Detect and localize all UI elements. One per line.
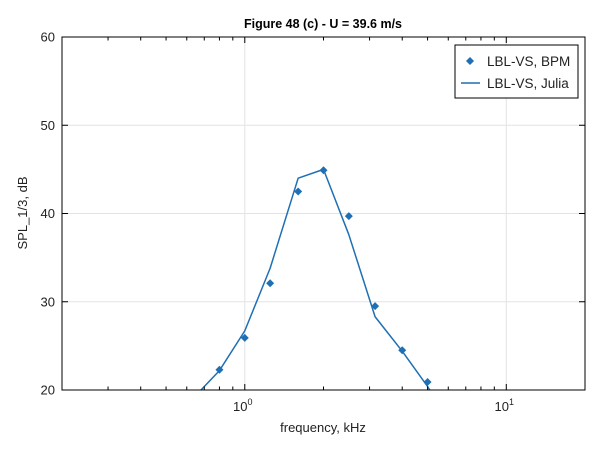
chart-title: Figure 48 (c) - U = 39.6 m/s bbox=[244, 17, 402, 31]
x-tick-label: 100 bbox=[233, 397, 252, 414]
y-tick-label: 30 bbox=[41, 294, 55, 309]
y-axis-label: SPL_1/3, dB bbox=[15, 177, 30, 250]
y-tick-label: 60 bbox=[41, 30, 55, 45]
legend-marker-icon bbox=[466, 57, 474, 65]
series-line-julia bbox=[200, 168, 431, 390]
ticks: 20 30 40 50 60 100 101 bbox=[41, 30, 586, 414]
data-point-bpm bbox=[344, 212, 353, 221]
y-tick-label: 40 bbox=[41, 206, 55, 221]
legend-box bbox=[454, 44, 579, 99]
data-point-bpm bbox=[240, 333, 249, 342]
legend: LBL-VS, BPM LBL-VS, Julia bbox=[454, 44, 579, 99]
plot-content bbox=[200, 166, 432, 390]
data-point-bpm bbox=[294, 187, 303, 196]
legend-label: LBL-VS, BPM bbox=[487, 54, 570, 69]
y-tick-label: 50 bbox=[41, 118, 55, 133]
x-axis-label: frequency, kHz bbox=[280, 420, 366, 435]
legend-label: LBL-VS, Julia bbox=[487, 76, 569, 91]
y-tick-label: 20 bbox=[41, 383, 55, 398]
x-tick-label: 101 bbox=[495, 397, 514, 414]
data-point-bpm bbox=[266, 279, 275, 288]
